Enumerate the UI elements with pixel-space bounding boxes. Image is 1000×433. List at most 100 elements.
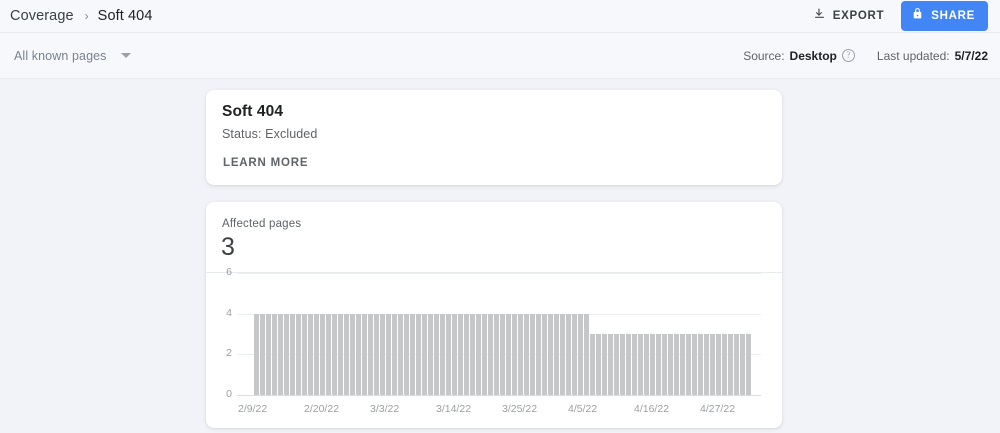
chart-bar[interactable] <box>656 334 661 395</box>
chart-bar[interactable] <box>404 313 409 395</box>
chart-bar[interactable] <box>524 313 529 395</box>
chart-bar[interactable] <box>362 313 367 395</box>
chart-bar[interactable] <box>284 313 289 395</box>
chart-bar[interactable] <box>638 334 643 395</box>
export-button[interactable]: EXPORT <box>806 2 892 30</box>
chart-bar[interactable] <box>368 313 373 395</box>
breadcrumb-coverage-link[interactable]: Coverage <box>10 8 74 24</box>
chart-bar[interactable] <box>626 334 631 395</box>
chart-bar[interactable] <box>740 334 745 395</box>
chart-bar[interactable] <box>632 334 637 395</box>
chart-bar[interactable] <box>290 313 295 395</box>
chart-bar[interactable] <box>296 313 301 395</box>
chart-bar[interactable] <box>428 313 433 395</box>
chart-bar[interactable] <box>398 313 403 395</box>
chart-x-tick-label: 2/20/22 <box>304 403 340 415</box>
chart-bar[interactable] <box>704 334 709 395</box>
chart-bar[interactable] <box>416 313 421 395</box>
chart-y-tick-label: 0 <box>226 388 232 400</box>
chart-bar[interactable] <box>674 334 679 395</box>
chart-bar[interactable] <box>734 334 739 395</box>
share-label: SHARE <box>931 10 975 22</box>
chart-bar[interactable] <box>302 313 307 395</box>
chart-bar[interactable] <box>728 334 733 395</box>
chart-bar[interactable] <box>572 313 577 395</box>
chart-bar[interactable] <box>320 313 325 395</box>
issue-status: Status: Excluded <box>222 127 318 141</box>
share-button[interactable]: SHARE <box>901 1 988 31</box>
chart-bar[interactable] <box>536 313 541 395</box>
chart-bar[interactable] <box>422 313 427 395</box>
chart-bar[interactable] <box>566 313 571 395</box>
chart-bar[interactable] <box>308 313 313 395</box>
chart-bar[interactable] <box>722 334 727 395</box>
chart-bar[interactable] <box>686 334 691 395</box>
chart-bar[interactable] <box>512 313 517 395</box>
chart-bar[interactable] <box>548 313 553 395</box>
chart-bar[interactable] <box>272 313 277 395</box>
chart-bar[interactable] <box>710 334 715 395</box>
chart-bar[interactable] <box>482 313 487 395</box>
chart-bar[interactable] <box>470 313 475 395</box>
chart-bar[interactable] <box>746 334 751 395</box>
chart-bar[interactable] <box>542 313 547 395</box>
chart-bar[interactable] <box>494 313 499 395</box>
help-icon[interactable]: ? <box>841 49 855 62</box>
chart-bar[interactable] <box>488 313 493 395</box>
scope-dropdown[interactable]: All known pages <box>8 45 137 67</box>
chart-bar[interactable] <box>698 334 703 395</box>
chart-bar[interactable] <box>254 313 259 395</box>
chart-bar[interactable] <box>266 313 271 395</box>
chart-bar[interactable] <box>356 313 361 395</box>
chart-bar[interactable] <box>434 313 439 395</box>
chart-bar[interactable] <box>326 313 331 395</box>
chart-bar[interactable] <box>476 313 481 395</box>
chart-bar[interactable] <box>530 313 535 395</box>
chart-bar[interactable] <box>668 334 673 395</box>
chart-bar[interactable] <box>500 313 505 395</box>
chart-bar[interactable] <box>314 313 319 395</box>
chart-bar[interactable] <box>458 313 463 395</box>
chart-bar[interactable] <box>560 313 565 395</box>
chart-bar[interactable] <box>518 313 523 395</box>
chart-bar[interactable] <box>692 334 697 395</box>
learn-more-link[interactable]: LEARN MORE <box>223 157 309 169</box>
chart-bar[interactable] <box>338 313 343 395</box>
chart-bar[interactable] <box>602 334 607 395</box>
chart-plot-area[interactable] <box>254 273 752 395</box>
chart-bar[interactable] <box>278 313 283 395</box>
chart-bar[interactable] <box>578 313 583 395</box>
chart-bar[interactable] <box>590 334 595 395</box>
chart-bar[interactable] <box>596 334 601 395</box>
chart-bar[interactable] <box>380 313 385 395</box>
chart-bar[interactable] <box>644 334 649 395</box>
chart-bar[interactable] <box>554 313 559 395</box>
chart-y-tick-label: 4 <box>226 306 232 319</box>
chart-bar[interactable] <box>506 313 511 395</box>
chart-bar[interactable] <box>464 313 469 395</box>
chart-bar[interactable] <box>392 313 397 395</box>
chart-bar[interactable] <box>260 313 265 395</box>
chart-bar[interactable] <box>386 313 391 395</box>
card-divider <box>206 272 782 273</box>
chart-bar[interactable] <box>584 313 589 395</box>
chart-bar[interactable] <box>620 334 625 395</box>
page-title: Soft 404 <box>97 8 153 24</box>
chart-bar[interactable] <box>440 313 445 395</box>
chart-bar[interactable] <box>344 313 349 395</box>
chart-bar[interactable] <box>716 334 721 395</box>
chart-x-tick-label: 3/3/22 <box>370 403 400 415</box>
chart-bar[interactable] <box>662 334 667 395</box>
chart-bar[interactable] <box>608 334 613 395</box>
chart-bar[interactable] <box>614 334 619 395</box>
affected-pages-chart[interactable]: 0 2 4 6 2/9/22 2/20/22 3/3/22 3/14/22 3/25/22 4/… <box>206 266 782 428</box>
chart-bar[interactable] <box>452 313 457 395</box>
chart-bar[interactable] <box>350 313 355 395</box>
chart-bar[interactable] <box>650 334 655 395</box>
chart-bar[interactable] <box>374 313 379 395</box>
chart-bar[interactable] <box>680 334 685 395</box>
chart-bar[interactable] <box>410 313 415 395</box>
chart-bar[interactable] <box>332 313 337 395</box>
chart-bar[interactable] <box>446 313 451 395</box>
